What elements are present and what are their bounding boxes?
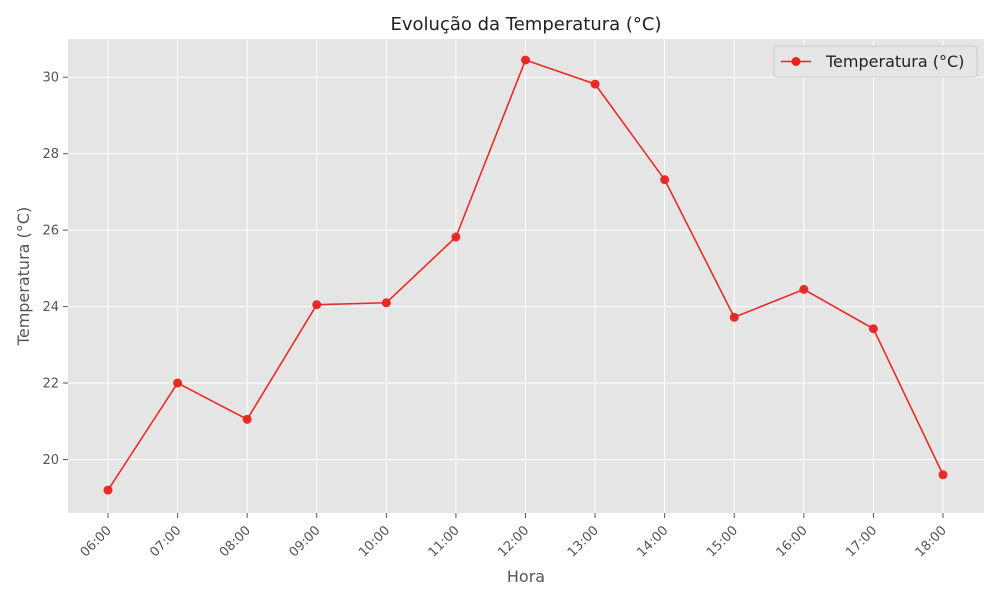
data-point (173, 378, 183, 388)
data-point (521, 55, 530, 65)
x-tick-label: 13:00 (565, 523, 602, 560)
x-tick-label: 15:00 (704, 523, 741, 560)
data-point (660, 175, 670, 185)
data-point (103, 485, 113, 495)
chart-title: Evolução da Temperatura (°C) (391, 14, 662, 35)
data-point (799, 284, 809, 294)
data-point (242, 414, 252, 424)
x-tick-label: 12:00 (495, 523, 532, 560)
x-tick-label: 14:00 (634, 523, 671, 560)
x-tick-label: 10:00 (356, 523, 393, 560)
series-group (103, 55, 948, 495)
x-tick-label: 18:00 (913, 523, 950, 560)
y-tick-label: 22 (42, 377, 59, 392)
y-tick-label: 28 (42, 147, 59, 162)
data-point (729, 312, 739, 322)
x-tick-label: 17:00 (843, 523, 880, 560)
grid-lines (68, 39, 984, 513)
data-point (938, 470, 948, 480)
x-tick-label: 16:00 (774, 523, 811, 560)
data-point (312, 300, 322, 310)
data-point (381, 298, 391, 308)
legend: Temperatura (°C) (773, 45, 978, 78)
y-tick-label: 20 (42, 453, 59, 468)
x-tick-label: 08:00 (217, 523, 254, 560)
x-tick-label: 09:00 (286, 523, 323, 560)
legend-box (773, 45, 978, 78)
legend-label: Temperatura (°C) (825, 52, 964, 71)
y-axis-ticks: 20 22 24 26 28 30 (42, 71, 68, 468)
x-tick-label: 07:00 (147, 523, 184, 560)
y-tick-label: 24 (42, 300, 59, 315)
x-tick-label: 11:00 (426, 523, 463, 560)
data-point (868, 324, 878, 334)
y-tick-label: 30 (42, 71, 59, 86)
x-axis-ticks: 06:00 07:00 08:00 09:00 10:00 11:00 12:00 13:00… (78, 513, 950, 560)
y-axis-label: Temperatura (°C) (14, 207, 33, 346)
y-tick-label: 26 (42, 224, 59, 239)
data-point (451, 232, 461, 242)
data-point (590, 79, 600, 89)
legend-marker-swatch (791, 57, 801, 66)
x-tick-label: 06:00 (78, 523, 115, 560)
x-axis-label: Hora (507, 567, 545, 586)
